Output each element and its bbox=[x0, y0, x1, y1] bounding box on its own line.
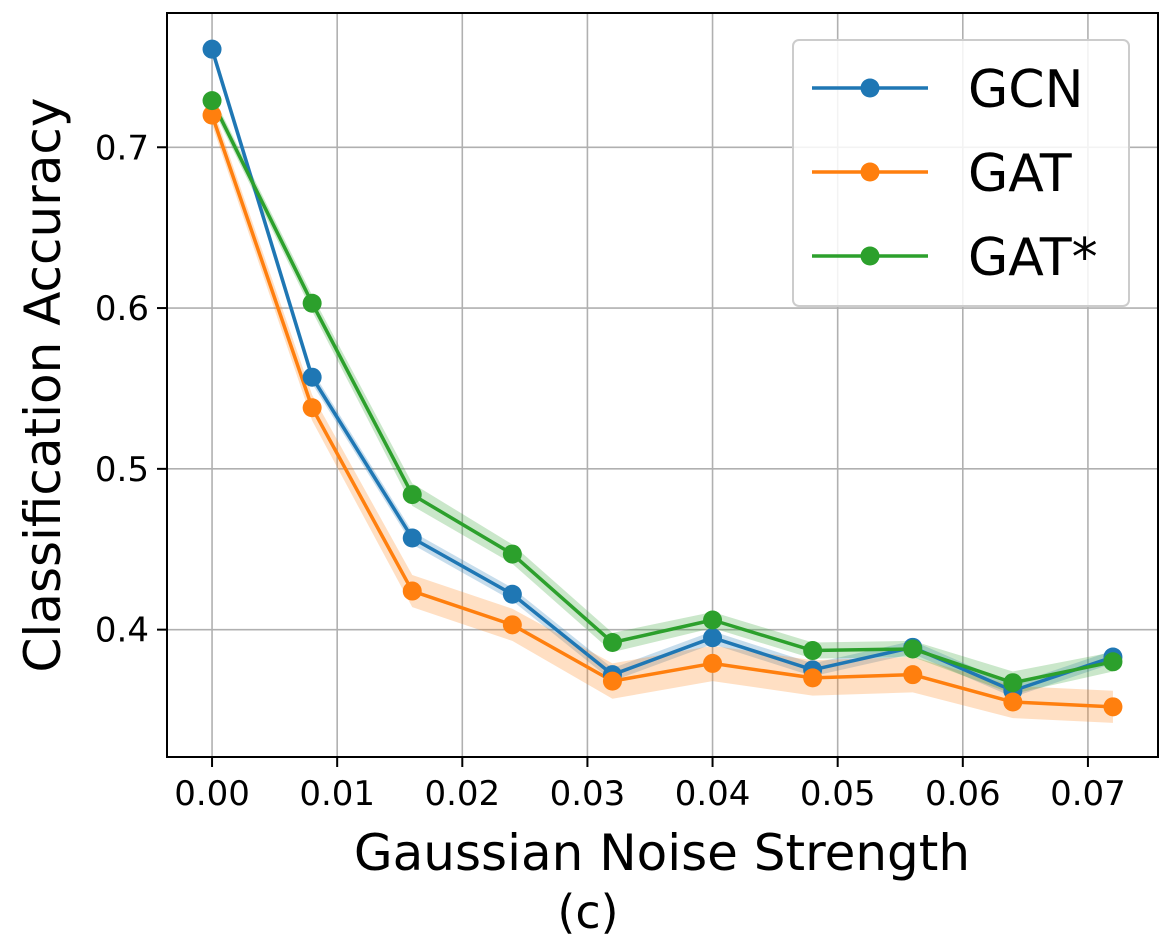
gat-data-point bbox=[1003, 692, 1023, 712]
x-axis-title: Gaussian Noise Strength bbox=[354, 824, 970, 882]
gat-star-series-line bbox=[210, 99, 1114, 685]
y-tick-label: 0.4 bbox=[95, 611, 149, 651]
gat-data-point bbox=[602, 671, 622, 691]
gat-star-data-point bbox=[803, 641, 823, 661]
gat-star-data-point bbox=[1103, 652, 1123, 672]
gat-data-point bbox=[202, 105, 222, 125]
series-markers bbox=[202, 39, 1123, 717]
gcn-data-point bbox=[402, 528, 422, 548]
y-ticks: 0.4 0.5 0.6 0.7 bbox=[95, 128, 167, 651]
series-lines bbox=[210, 48, 1114, 709]
legend-marker bbox=[860, 78, 880, 98]
legend-box bbox=[792, 39, 1130, 307]
y-axis-title: Classification Accuracy bbox=[14, 98, 72, 673]
gat-star-data-point bbox=[202, 91, 222, 111]
legend-label: GCN bbox=[968, 60, 1084, 120]
x-tick-label: 0.02 bbox=[424, 774, 500, 814]
legend-item-gat: GAT bbox=[812, 144, 1072, 204]
gat-star-data-point bbox=[703, 610, 723, 630]
plot-frame bbox=[166, 12, 1159, 758]
gat-data-point bbox=[302, 398, 322, 418]
x-tick-label: 0.07 bbox=[1050, 774, 1126, 814]
y-tick-label: 0.5 bbox=[95, 450, 149, 490]
legend-marker bbox=[860, 246, 880, 266]
x-tick-label: 0.01 bbox=[299, 774, 375, 814]
legend-label: GAT* bbox=[968, 228, 1098, 288]
gat-data-point bbox=[1103, 697, 1123, 717]
gcn-data-point bbox=[202, 39, 222, 59]
gcn-data-point bbox=[703, 628, 723, 648]
gat-star-data-point bbox=[302, 293, 322, 313]
x-ticks: 0.00 0.01 0.02 0.03 0.04 0.05 0.06 0.07 bbox=[174, 757, 1126, 814]
x-tick-label: 0.03 bbox=[550, 774, 626, 814]
y-tick-label: 0.6 bbox=[95, 289, 149, 329]
x-tick-label: 0.04 bbox=[675, 774, 751, 814]
gat-data-point bbox=[803, 668, 823, 688]
gat-star-data-point bbox=[1003, 673, 1023, 693]
gat-data-point bbox=[402, 581, 422, 601]
gat-series-line bbox=[210, 114, 1114, 709]
x-tick-label: 0.06 bbox=[925, 774, 1001, 814]
legend-label: GAT bbox=[968, 144, 1072, 204]
gcn-data-point bbox=[302, 367, 322, 387]
legend-item-gcn: GCN bbox=[812, 60, 1084, 120]
gcn-data-point bbox=[502, 584, 522, 604]
gat-star-data-point bbox=[903, 639, 923, 659]
gat-star-data-point bbox=[602, 633, 622, 653]
gat-data-point bbox=[703, 653, 723, 673]
y-tick-label: 0.7 bbox=[95, 128, 149, 168]
gcn-series-line bbox=[210, 48, 1114, 693]
gat-star-data-point bbox=[402, 485, 422, 505]
legend: GCN GAT GAT* bbox=[792, 39, 1130, 307]
x-tick-label: 0.05 bbox=[800, 774, 876, 814]
x-tick-label: 0.00 bbox=[174, 774, 250, 814]
legend-marker bbox=[860, 162, 880, 182]
gat-star-data-point bbox=[502, 544, 522, 564]
gat-data-point bbox=[502, 615, 522, 635]
gat-data-point bbox=[903, 665, 923, 685]
legend-item-gat-star: GAT* bbox=[812, 228, 1098, 288]
figure-caption: (c) bbox=[557, 885, 618, 939]
